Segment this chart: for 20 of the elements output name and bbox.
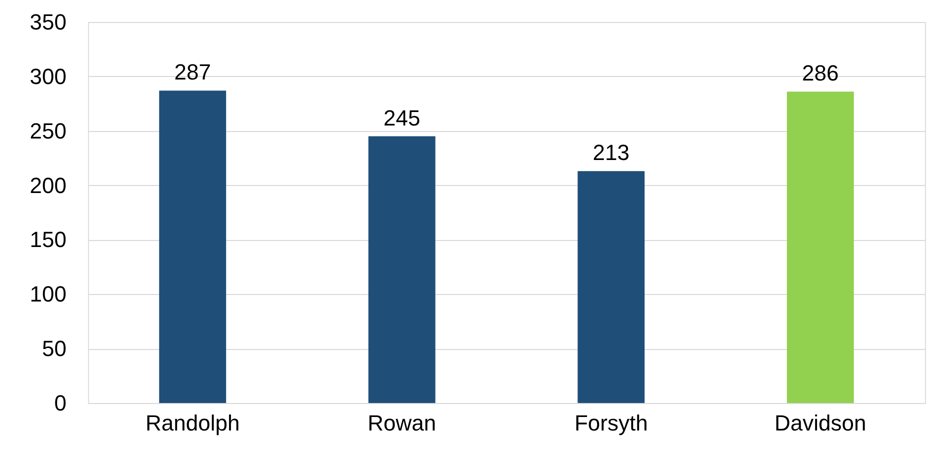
x-tick-label: Davidson — [774, 410, 866, 436]
data-label: 287 — [174, 60, 211, 85]
y-tick-label: 350 — [30, 10, 66, 34]
bar — [159, 90, 226, 403]
x-tick-label: Randolph — [146, 410, 240, 436]
bar — [786, 92, 854, 403]
y-tick-label: 150 — [30, 227, 66, 252]
data-label: 286 — [802, 60, 839, 86]
x-tick-label: Rowan — [368, 410, 436, 436]
y-tick-label: 300 — [30, 64, 66, 89]
bar — [368, 136, 436, 403]
y-tick-label: 50 — [42, 336, 66, 362]
bar — [578, 171, 645, 403]
y-tick-label: 200 — [30, 172, 66, 198]
y-tick-label: 100 — [30, 282, 66, 307]
y-tick-label: 0 — [54, 390, 66, 416]
data-label: 245 — [384, 105, 420, 130]
data-label: 213 — [592, 140, 630, 166]
x-tick-label: Forsyth — [574, 410, 648, 436]
y-tick-label: 250 — [30, 118, 66, 144]
